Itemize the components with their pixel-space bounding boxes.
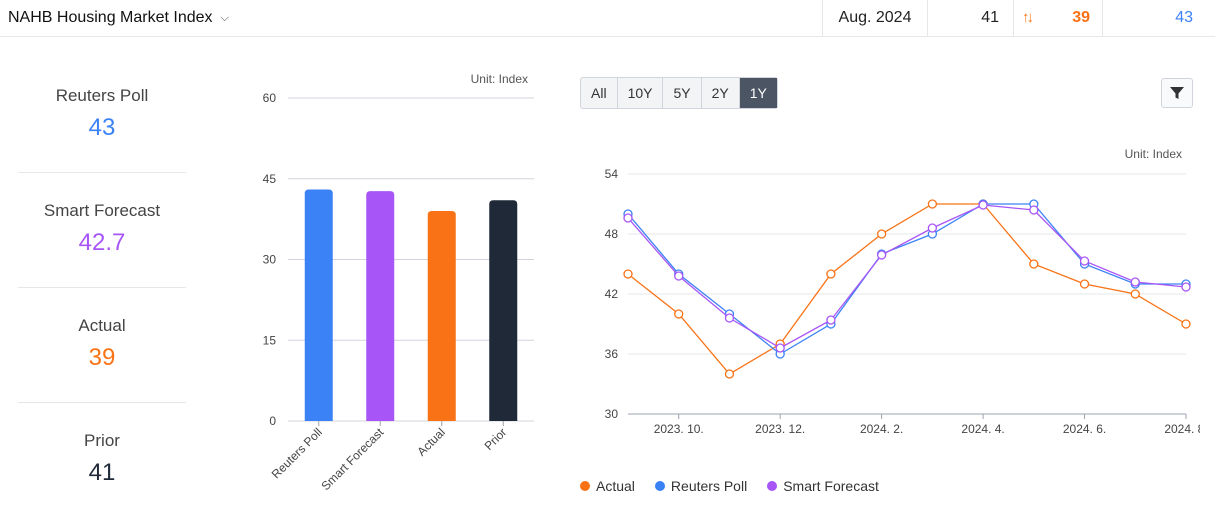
series-point xyxy=(724,369,735,379)
series-point xyxy=(978,200,988,210)
divider xyxy=(18,172,186,173)
series-point xyxy=(674,271,684,281)
line-chart-legend: Actual Reuters Poll Smart Forecast xyxy=(580,478,879,494)
series-point xyxy=(1029,205,1039,215)
divider xyxy=(18,402,186,403)
legend-item-reuters-poll[interactable]: Reuters Poll xyxy=(654,478,748,494)
legend-item-actual[interactable]: Actual xyxy=(580,478,635,494)
y-tick-label: 45 xyxy=(263,172,277,186)
x-tick-label: Actual xyxy=(414,425,447,458)
header-prior-value: 41 xyxy=(927,0,1013,36)
stat-value: 43 xyxy=(88,114,116,141)
y-tick-label: 48 xyxy=(605,227,619,241)
y-tick-label: 36 xyxy=(605,347,619,361)
series-point xyxy=(927,199,938,209)
x-tick-label: 2023. 12. xyxy=(755,422,805,436)
series-point xyxy=(775,343,785,353)
y-tick-label: 30 xyxy=(605,407,619,421)
y-tick-label: 30 xyxy=(263,253,277,267)
series-point xyxy=(623,213,633,223)
bar xyxy=(427,211,456,421)
stat-value: 39 xyxy=(88,344,116,371)
series-point xyxy=(927,223,938,233)
x-tick-label: Smart Forecast xyxy=(318,425,386,493)
x-tick-label: 2023. 10. xyxy=(654,422,704,436)
stat-label: Prior xyxy=(84,431,120,450)
stat-value: 42.7 xyxy=(78,229,126,256)
series-point xyxy=(1079,279,1090,289)
legend-marker xyxy=(767,481,778,491)
divider xyxy=(18,287,186,288)
series-point xyxy=(826,315,836,325)
legend-item-smart-forecast[interactable]: Smart Forecast xyxy=(767,478,879,494)
stat-reuters-poll: Reuters Poll 43 xyxy=(18,86,186,142)
stat-label: Smart Forecast xyxy=(43,201,161,220)
filter-button[interactable] xyxy=(1161,78,1193,108)
series-line xyxy=(627,203,1186,355)
stat-value: 41 xyxy=(88,459,116,486)
up-down-arrows-icon: ↑↓ xyxy=(1022,9,1034,26)
series-point xyxy=(1079,256,1090,266)
header-actual-cell: ↑↓ 39 xyxy=(1013,0,1102,36)
legend-marker xyxy=(580,481,590,491)
x-tick-label: 2024. 6. xyxy=(1063,422,1106,436)
series-point xyxy=(1130,289,1140,299)
bar xyxy=(489,200,518,421)
indicator-selector[interactable]: NAHB Housing Market Index ⌵ xyxy=(8,0,229,36)
stat-label: Actual xyxy=(78,316,126,335)
y-tick-label: 15 xyxy=(263,333,277,347)
range-all-button[interactable]: All xyxy=(581,78,618,108)
series-point xyxy=(1029,259,1039,269)
x-tick-label: 2024. 8. xyxy=(1164,422,1200,436)
legend-label: Smart Forecast xyxy=(783,478,879,494)
x-tick-label: 2024. 2. xyxy=(860,422,903,436)
series-point xyxy=(674,309,684,319)
stat-actual: Actual 39 xyxy=(18,316,186,372)
indicator-title: NAHB Housing Market Index xyxy=(8,9,213,26)
header-forecast-value: 43 xyxy=(1102,0,1215,36)
bar xyxy=(366,191,395,421)
series-point xyxy=(826,269,836,279)
y-tick-label: 60 xyxy=(263,91,277,105)
header-actual-value: 39 xyxy=(1072,9,1090,26)
filter-icon xyxy=(1170,87,1184,99)
chevron-down-icon: ⌵ xyxy=(220,12,229,24)
header-bar: NAHB Housing Market Index ⌵ Aug. 2024 41… xyxy=(0,0,1215,37)
series-point xyxy=(876,229,887,239)
y-tick-label: 0 xyxy=(269,414,276,428)
series-point xyxy=(876,250,887,260)
stat-smart-forecast: Smart Forecast 42.7 xyxy=(18,201,186,257)
series-point xyxy=(623,269,633,279)
bar-chart-unit: Unit: Index xyxy=(471,72,528,86)
series-line xyxy=(627,204,1187,349)
range-10y-button[interactable]: 10Y xyxy=(618,78,664,108)
y-tick-label: 42 xyxy=(605,287,619,301)
x-tick-label: Prior xyxy=(482,425,510,453)
range-selector: All 10Y 5Y 2Y 1Y xyxy=(580,77,778,109)
series-line xyxy=(627,203,1187,375)
y-tick-label: 54 xyxy=(605,167,619,181)
x-tick-label: 2024. 4. xyxy=(961,422,1004,436)
legend-marker xyxy=(654,481,665,491)
legend-label: Actual xyxy=(596,478,635,494)
bar xyxy=(304,189,333,421)
legend-label: Reuters Poll xyxy=(670,478,748,494)
range-5y-button[interactable]: 5Y xyxy=(663,78,702,108)
series-point xyxy=(724,313,735,323)
range-1y-button[interactable]: 1Y xyxy=(739,78,777,108)
line-chart: Unit: Index 30 36 42 48 54 2023. 10. 2023. 12. 2… xyxy=(605,147,1200,436)
stat-label: Reuters Poll xyxy=(55,86,149,105)
series-point xyxy=(1181,319,1191,329)
x-tick-label: Reuters Poll xyxy=(269,425,325,481)
release-date: Aug. 2024 xyxy=(822,0,927,36)
series-point xyxy=(1181,282,1191,292)
stat-prior: Prior 41 xyxy=(18,431,186,487)
series-point xyxy=(1130,277,1140,287)
line-chart-unit: Unit: Index xyxy=(1125,147,1182,161)
range-2y-button[interactable]: 2Y xyxy=(702,78,740,108)
